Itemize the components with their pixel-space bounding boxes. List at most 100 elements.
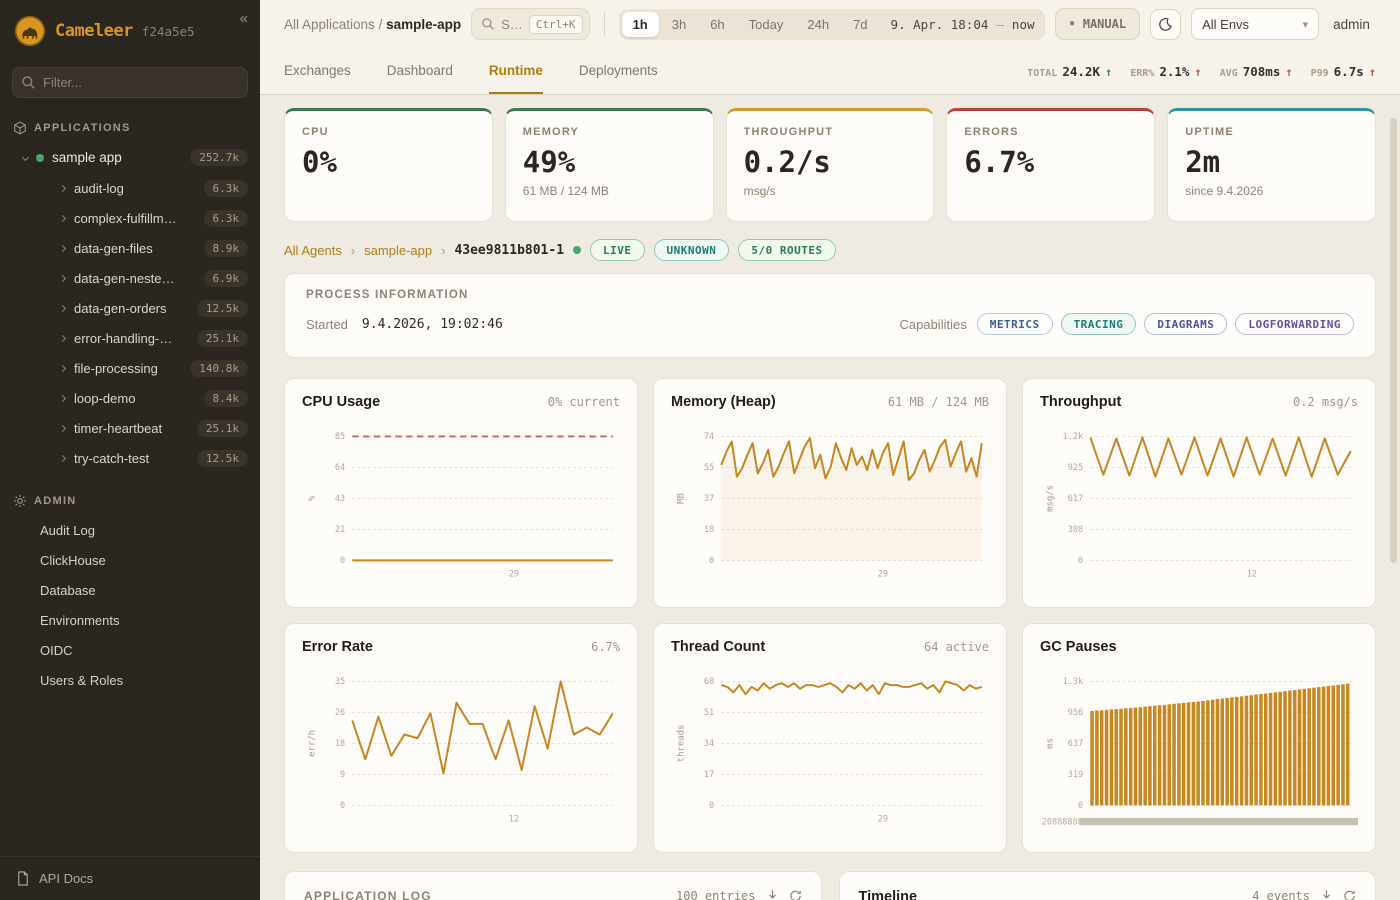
svg-text:1.2k: 1.2k [1063,432,1084,442]
summary-stat: AVG 708ms ↑ [1220,64,1293,79]
svg-text:12: 12 [509,815,519,825]
capability-badge: TRACING [1060,313,1137,335]
chart-current-value: 0% current [547,395,620,409]
brand-version: f24a5e5 [141,23,195,39]
route-label: error-handling-… [74,330,173,346]
time-range-button[interactable]: 6h [710,16,725,32]
moon-icon [1159,17,1173,31]
time-range-button[interactable]: Today [748,16,784,32]
sidebar-route-item[interactable]: timer-heartbeat 25.1k [0,413,260,443]
chevron-right-icon [58,454,67,462]
svg-text:956: 956 [1068,708,1083,718]
route-count-badge: 6.9k [203,269,248,287]
topbar: All Applications / sample-app S… Ctrl+K … [260,0,1400,48]
sidebar-route-item[interactable]: data-gen-files 8.9k [0,233,260,263]
vertical-scrollbar[interactable] [1390,118,1397,563]
api-docs-link[interactable]: API Docs [0,856,260,900]
tab[interactable]: Dashboard [386,62,453,78]
chevron-right-icon [58,214,67,222]
sidebar: « Cameleer f24a5e5 APPLICATIONS [0,0,260,900]
admin-item[interactable]: Environments [40,612,120,628]
svg-text:18: 18 [704,525,714,535]
metric-label: CPU [302,126,329,138]
admin-section-header: ADMIN [0,487,260,515]
route-label: audit-log [74,180,124,196]
refresh-icon[interactable] [789,889,802,900]
capability-badge: LOGFORWARDING [1235,313,1354,335]
admin-item[interactable]: Users & Roles [40,672,124,688]
sidebar-route-item[interactable]: error-handling-… 25.1k [0,323,260,353]
capabilities: Capabilities METRICS TRACING DIAGRAMS LO… [900,313,1354,335]
download-icon[interactable] [766,889,779,900]
admin-item[interactable]: Database [40,582,96,598]
metric-card: CPU 0% [284,108,493,222]
sidebar-route-item[interactable]: try-catch-test 12.5k [0,443,260,473]
download-icon[interactable] [1320,889,1333,900]
manual-mode-button[interactable]: • MANUAL [1054,8,1141,40]
timeline-title: Timeline [858,889,918,900]
svg-text:617: 617 [1068,494,1083,504]
time-from[interactable]: 9. Apr. 18:04 [890,16,989,32]
chart-current-value: 6.7% [591,640,620,654]
metric-label: ERRORS [964,126,1019,138]
gear-icon [13,494,27,508]
svg-text:34: 34 [704,739,714,749]
capability-badge: DIAGRAMS [1144,313,1228,335]
api-docs-label: API Docs [39,871,94,886]
sidebar-route-item[interactable]: audit-log 6.3k [0,173,260,203]
time-range-button[interactable]: 24h [807,16,830,32]
admin-item[interactable]: ClickHouse [40,552,106,568]
route-label: data-gen-orders [74,300,167,316]
sidebar-route-item[interactable]: loop-demo 8.4k [0,383,260,413]
search-input[interactable]: S… Ctrl+K [471,8,590,40]
manual-label: MANUAL [1082,17,1127,31]
tab[interactable]: Runtime [488,48,543,94]
trend-up-icon: ↑ [1285,64,1293,79]
svg-text:%: % [308,495,318,501]
environment-select[interactable]: All Envs ▾ [1191,8,1320,40]
collapse-sidebar-icon[interactable]: « [239,10,248,27]
chevron-separator: › [441,242,446,258]
dark-mode-toggle[interactable] [1150,8,1182,40]
timeline-events-count: 4 events [1252,889,1310,900]
breadcrumb-root[interactable]: All Applications [284,16,375,32]
applications-header-label: APPLICATIONS [34,122,131,134]
svg-text:55: 55 [704,463,714,473]
stat-value: 6.7s [1333,63,1364,79]
all-agents-link[interactable]: All Agents [284,242,342,258]
chart-card: CPU Usage 0% current 85 64 43 21 0% 29 [284,378,638,608]
time-to[interactable]: now [1011,16,1035,32]
sidebar-route-item[interactable]: file-processing 140.8k [0,353,260,383]
chart-title: Error Rate [302,639,373,655]
svg-text:51: 51 [704,708,714,718]
chart-title: CPU Usage [302,394,381,410]
tab[interactable]: Deployments [578,62,658,78]
metric-card: UPTIME 2m since 9.4.2026 [1167,108,1376,222]
svg-text:43: 43 [335,494,345,504]
sidebar-route-item[interactable]: data-gen-orders 12.5k [0,293,260,323]
application-log-card: APPLICATION LOG 100 entries [284,871,822,900]
topbar-divider [603,12,605,36]
filter-input[interactable] [12,67,248,98]
summary-stat: P99 6.7s ↑ [1311,64,1376,79]
username[interactable]: admin [1333,16,1370,32]
time-range-button[interactable]: 3h [671,16,687,32]
svg-text:ms: ms [1046,738,1056,749]
refresh-icon[interactable] [1343,889,1356,900]
app-name-label: sample app [52,150,122,165]
sidebar-app-sample-app[interactable]: sample app 252.7k [0,142,260,173]
admin-item[interactable]: OIDC [40,642,73,658]
tab[interactable]: Exchanges [284,62,351,78]
chart-card: GC Pauses 1.3k 956 637 319 0 ms 2088888888888 [1022,623,1376,853]
chart-plot: 1.2k 925 617 308 0 msg/s 12 [1040,412,1358,601]
stat-label: AVG [1219,67,1238,79]
admin-header-label: ADMIN [34,495,77,507]
admin-item[interactable]: Audit Log [40,522,95,538]
svg-text:12: 12 [1247,570,1257,580]
sidebar-route-item[interactable]: data-gen-neste… 6.9k [0,263,260,293]
time-range-group: 1h 3h 6h Today 24h 7d 9. Apr. 18:04 – no… [618,8,1045,40]
time-range-button[interactable]: 1h [621,11,659,37]
sidebar-route-item[interactable]: complex-fulfillm… 6.3k [0,203,260,233]
time-range-button[interactable]: 7d [853,16,868,32]
agent-app-link[interactable]: sample-app [364,242,433,258]
